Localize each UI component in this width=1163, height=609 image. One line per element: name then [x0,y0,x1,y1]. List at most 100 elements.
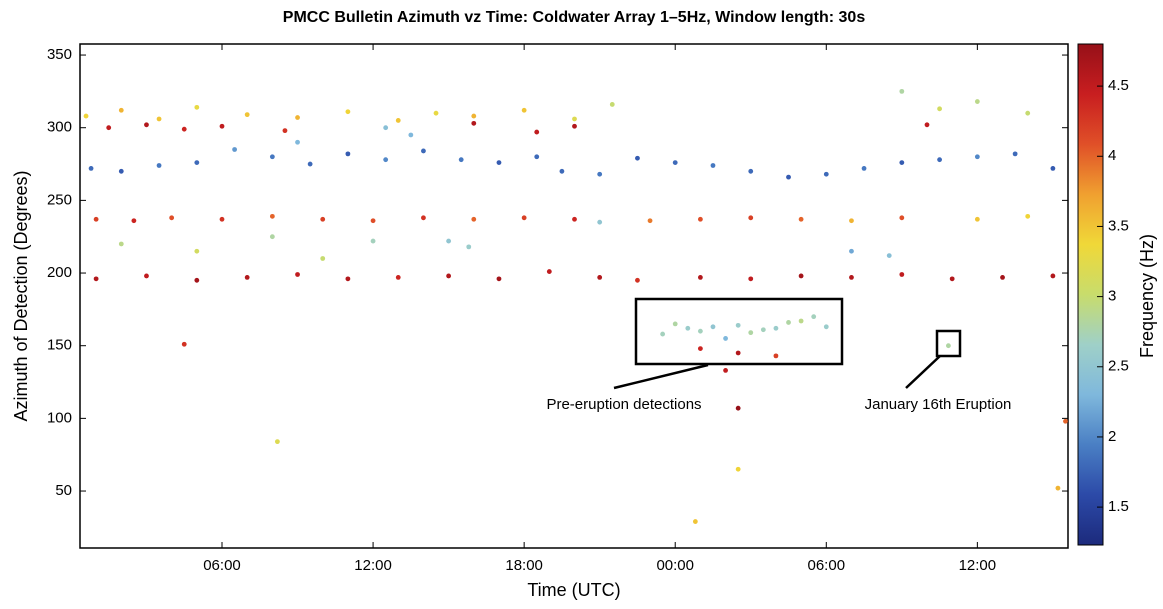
point [471,216,477,222]
point [735,350,741,356]
y-tick-label: 200 [47,264,72,281]
colorbar-tick-label: 4.5 [1108,77,1129,94]
point [899,88,905,94]
y-tick-label: 150 [47,337,72,354]
point [219,216,225,222]
point [811,314,817,320]
point [937,106,942,112]
point [534,129,540,135]
y-tick-label: 250 [47,191,72,208]
point [370,238,376,244]
point [597,171,603,177]
point [647,218,653,224]
point [118,168,124,174]
point [798,273,804,279]
point [274,439,280,445]
chart-title: PMCC Bulletin Azimuth vz Time: Coldwater… [283,9,866,26]
point [660,331,666,337]
point [93,216,99,222]
y-axis-label: Azimuth of Detection (Degrees) [11,170,31,421]
colorbar-label: Frequency (Hz) [1137,234,1157,358]
point [169,215,175,221]
point [886,253,892,258]
point [295,115,300,120]
point [194,248,200,254]
annotation-arrow [905,355,941,389]
point [433,110,439,116]
y-tick-label: 300 [47,119,72,136]
point [748,168,754,174]
point [521,107,527,113]
plot-frame [79,43,1069,549]
point [748,330,754,336]
point [798,318,804,324]
point [710,163,716,168]
point [949,276,955,282]
x-tick-label: 06:00 [808,557,846,574]
point [269,154,275,160]
x-tick-label: 18:00 [505,557,543,574]
point [685,325,691,331]
point [88,166,94,171]
y-tick-label: 100 [47,409,72,426]
point [823,324,829,330]
point [635,155,640,161]
y-tick-label: 50 [55,482,72,499]
point [559,168,565,174]
point [1063,418,1068,424]
colorbar-tick-label: 2 [1108,428,1116,445]
point [269,213,275,219]
point [395,274,401,280]
point [194,160,200,165]
point [899,160,905,165]
x-tick-label: 06:00 [203,557,241,574]
point [345,276,351,282]
point [521,215,527,221]
point [760,327,766,333]
point [572,216,577,222]
point [320,216,326,222]
annotation: Pre-eruption detections [546,396,701,413]
point [219,123,225,129]
point [773,325,779,331]
point [786,174,791,180]
point [1012,151,1018,157]
point [937,157,942,163]
point [156,116,162,122]
y-tick-label: 350 [47,46,72,63]
point [232,147,237,152]
point [635,277,640,283]
point [974,99,980,104]
point [83,113,89,119]
point [823,171,829,177]
point [534,154,540,160]
point [748,276,754,282]
point [1050,273,1056,279]
point [849,218,854,224]
point [748,215,754,221]
colorbar-tick-label: 4 [1108,147,1116,164]
point [408,132,414,138]
point [899,272,905,277]
point [1025,110,1031,116]
colorbar [1077,43,1104,546]
x-axis-label: Time (UTC) [527,580,620,600]
point [446,273,452,279]
point [320,256,326,261]
point [144,122,149,128]
colorbar-tick-label: 1.5 [1108,498,1129,515]
point [692,519,698,524]
point [295,139,300,145]
x-tick-label: 12:00 [959,557,997,574]
point [345,109,351,115]
point [849,274,854,280]
point [798,216,804,222]
point [735,466,741,472]
point [295,272,300,277]
point [735,322,741,328]
point [458,157,464,163]
point [106,125,112,131]
point [345,151,351,157]
point [471,113,477,119]
